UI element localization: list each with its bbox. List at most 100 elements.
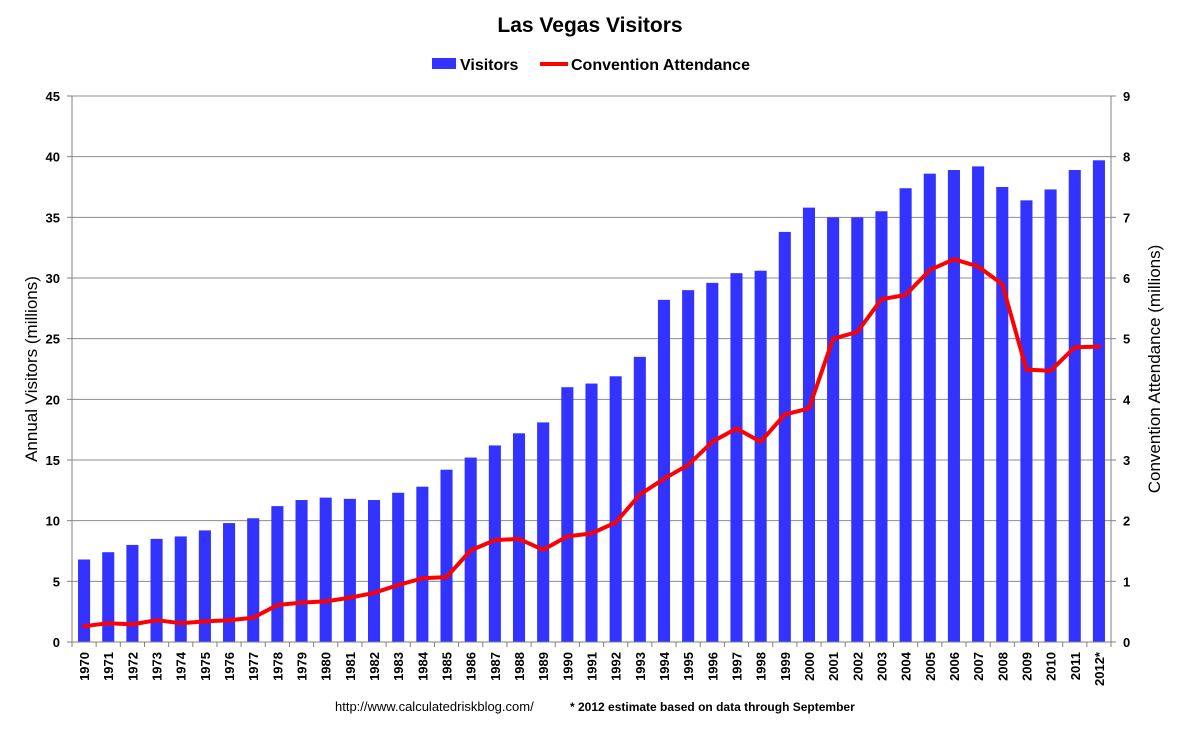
visitors-bar [102,552,114,642]
y2-tick-label: 3 [1123,453,1130,468]
visitors-bar [900,188,912,642]
x-tick-label: 1990 [560,652,575,681]
x-tick-label: 2008 [995,652,1010,681]
visitors-bar [585,384,597,642]
y-tick-label: 15 [46,453,60,468]
x-tick-label: 2003 [874,652,889,681]
visitors-bar [392,493,404,642]
y2-tick-label: 0 [1123,635,1130,650]
visitors-bars [78,160,1105,642]
x-tick-label: 1983 [391,652,406,681]
x-tick-label: 1982 [367,652,382,681]
x-tick-label: 1994 [657,651,672,681]
visitors-bar [972,166,984,642]
x-axis-ticks: 1970 1971 1972 1973 1974 1975 1976 1977 1978 1979… [77,651,1107,686]
y-tick-label: 5 [53,574,60,589]
visitors-bar [126,545,138,642]
x-tick-label: 1998 [754,652,769,681]
visitors-bar [1093,160,1105,642]
x-tick-label: 1997 [729,652,744,681]
y2-tick-label: 6 [1123,271,1130,286]
y-tick-label: 35 [46,210,60,225]
visitors-bar [199,530,211,642]
legend-visitors-swatch [432,58,456,69]
visitors-bar [875,211,887,642]
y-tick-label: 10 [46,514,60,529]
y2-tick-label: 9 [1123,89,1130,104]
x-tick-label: 2000 [802,652,817,681]
visitors-bar [1045,189,1057,642]
y2-tick-label: 7 [1123,210,1130,225]
x-tick-label: 1972 [125,652,140,681]
x-tick-label: 2007 [971,652,986,681]
x-tick-label: 1993 [633,652,648,681]
x-tick-label: 1992 [609,652,624,681]
x-tick-label: 1979 [295,652,310,681]
legend-visitors-label: Visitors [460,57,519,74]
visitors-bar [948,170,960,642]
visitors-bar [924,174,936,642]
chart-title: Las Vegas Visitors [497,14,682,37]
visitors-bar [271,506,283,642]
x-tick-label: 1973 [150,652,165,681]
legend-convention-label: Convention Attendance [571,57,750,74]
visitors-bar [827,217,839,642]
y2-tick-label: 1 [1123,574,1130,589]
y2-axis-label: Convention Attendance (millions) [1145,245,1164,494]
visitors-bar [247,518,259,642]
visitors-bar [416,487,428,642]
x-tick-label: 1981 [343,652,358,681]
visitors-bar [175,536,187,642]
visitors-bar [78,559,90,642]
visitors-bar [296,500,308,642]
x-tick-label: 2002 [850,652,865,681]
x-tick-label: 1975 [198,652,213,681]
x-tick-label: 1977 [246,652,261,681]
x-tick-label: 1974 [174,651,189,681]
x-tick-label: 1971 [101,652,116,681]
visitors-bar [779,232,791,642]
visitors-bar [755,271,767,642]
y2-tick-label: 4 [1123,392,1131,407]
visitors-bar [537,422,549,642]
y-tick-label: 30 [46,271,60,286]
x-tick-label: 2012* [1092,651,1107,686]
visitors-bar [151,539,163,642]
x-tick-label: 1991 [585,652,600,681]
x-tick-label: 2001 [826,652,841,681]
x-tick-label: 1976 [222,652,237,681]
y2-tick-label: 2 [1123,514,1130,529]
footnote: * 2012 estimate based on data through Se… [570,700,855,714]
x-tick-label: 1980 [319,652,334,681]
y-axis-label: Annual Visitors (millions) [22,276,41,462]
right-axis-ticks: 0 1 2 3 4 5 6 7 8 9 [1123,89,1131,650]
x-tick-label: 1995 [681,652,696,681]
x-tick-label: 1999 [778,652,793,681]
y2-tick-label: 5 [1123,332,1130,347]
visitors-bar [706,283,718,642]
x-tick-label: 1986 [464,652,479,681]
y2-tick-label: 8 [1123,150,1130,165]
visitors-bar [1069,170,1081,642]
y-tick-label: 0 [53,635,60,650]
visitors-bar [996,187,1008,642]
x-tick-label: 2009 [1019,652,1034,681]
x-tick-label: 2004 [899,651,914,681]
visitors-bar [658,300,670,642]
legend: Visitors Convention Attendance [432,57,750,74]
visitors-bar [561,387,573,642]
visitors-bar [344,499,356,642]
x-tick-label: 1970 [77,652,92,681]
visitors-bar [610,376,622,642]
x-tick-label: 1978 [270,652,285,681]
visitors-bar [440,470,452,642]
source-url: http://www.calculatedriskblog.com/ [335,699,534,714]
visitors-bar [368,500,380,642]
x-tick-label: 1987 [488,652,503,681]
x-tick-label: 2010 [1044,652,1059,681]
y-tick-label: 45 [46,89,60,104]
visitors-bar [803,208,815,642]
